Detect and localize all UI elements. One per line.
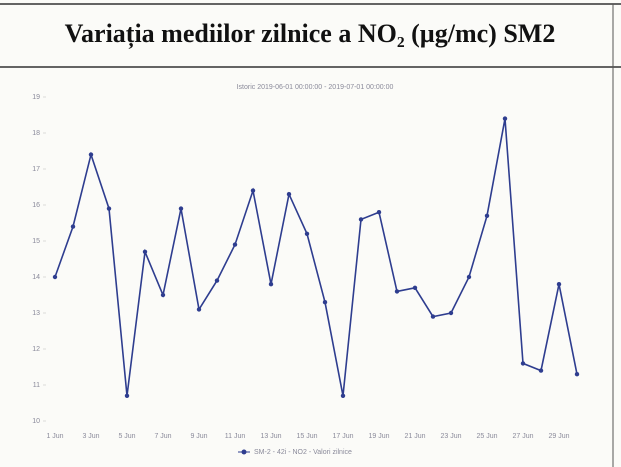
y-tick-label: 18 — [32, 130, 40, 137]
point — [106, 206, 112, 211]
point — [358, 217, 364, 222]
y-tick-label: 15 — [32, 238, 40, 245]
line — [54, 118, 578, 396]
x-tick-label: 9 Jun — [190, 433, 207, 440]
point — [268, 282, 274, 287]
y-tick-label: 19 — [32, 94, 40, 101]
point — [88, 152, 94, 157]
x-tick-label: 19 Jun — [368, 433, 389, 440]
point — [394, 289, 400, 294]
point — [214, 278, 220, 283]
point — [52, 274, 58, 280]
point — [484, 213, 490, 218]
point — [412, 285, 418, 290]
point — [70, 224, 76, 229]
x-tick-label: 17 Jun — [332, 433, 353, 440]
y-tick-label: 16 — [32, 202, 40, 209]
x-tick-label: 11 Jun — [225, 433, 246, 440]
point — [538, 368, 544, 373]
y-tick-label: 17 — [32, 166, 40, 173]
x-tick-label: 27 Jun — [512, 433, 533, 440]
point — [160, 292, 166, 298]
x-tick-label: 29 Jun — [548, 433, 569, 440]
x-tick-label: 15 Jun — [296, 433, 317, 440]
point — [286, 192, 292, 197]
point — [430, 314, 436, 319]
chart-title: Variația mediilor zilnice a NO₂ (µg/mc) … — [65, 19, 556, 49]
point — [466, 274, 472, 280]
x-tick-label: 13 Jun — [260, 433, 281, 440]
point — [124, 393, 130, 398]
y-tick-label: 10 — [32, 418, 40, 425]
y-tick-label: 14 — [32, 274, 40, 281]
point — [322, 300, 328, 305]
chart-subtitle: Istoric 2019-06-01 00:00:00 - 2019-07-01… — [237, 84, 394, 91]
point — [196, 307, 202, 312]
point — [340, 393, 346, 398]
x-tick-label: 7 Jun — [154, 433, 171, 440]
point — [178, 206, 184, 211]
point — [556, 282, 562, 287]
x-tick-label: 3 Jun — [82, 433, 99, 440]
point — [232, 242, 238, 247]
point — [448, 310, 454, 316]
point — [502, 116, 508, 121]
x-tick-label: 21 Jun — [404, 433, 425, 440]
point — [520, 361, 526, 366]
y-tick-label: 13 — [32, 310, 40, 317]
y-tick-label: 11 — [33, 382, 40, 389]
point — [376, 210, 382, 215]
point — [250, 188, 256, 193]
x-tick-label: 5 Jun — [118, 433, 135, 440]
point — [142, 249, 148, 254]
legend-label: SM-2 - 42i - NO2 - Valori zilnice — [254, 449, 352, 456]
point — [574, 372, 580, 377]
x-tick-label: 1 Jun — [46, 433, 63, 440]
y-tick-label: 12 — [32, 346, 40, 353]
x-tick-label: 23 Jun — [440, 433, 461, 440]
point — [304, 231, 310, 236]
x-tick-label: 25 Jun — [476, 433, 497, 440]
